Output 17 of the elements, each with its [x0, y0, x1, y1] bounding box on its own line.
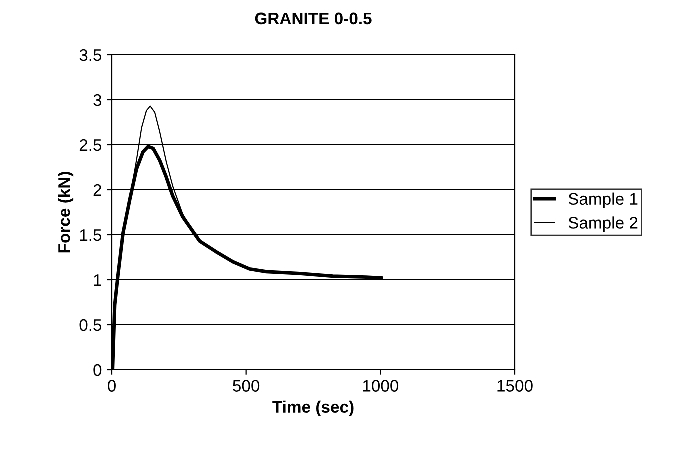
chart-title: GRANITE 0-0.5 [255, 12, 372, 25]
y-tick-label: 2 [94, 184, 102, 196]
x-tick-label: 0 [108, 380, 116, 392]
y-tick-label: 0 [94, 364, 102, 376]
x-tick-label: 1500 [498, 380, 533, 392]
legend-label: Sample 2 [568, 216, 638, 232]
x-tick-label: 500 [233, 380, 260, 392]
y-tick-label: 1 [94, 274, 102, 286]
legend-label: Sample 1 [568, 192, 638, 208]
y-tick-label: 1.5 [80, 230, 102, 242]
y-axis-title: Force (kN) [58, 172, 74, 253]
x-axis-title: Time (sec) [272, 400, 354, 416]
y-tick-label: 3 [94, 94, 102, 106]
y-tick-label: 0.5 [80, 319, 102, 332]
y-tick-label: 3.5 [80, 49, 102, 62]
y-tick-label: 2.5 [80, 139, 102, 152]
x-tick-label: 1000 [363, 380, 399, 392]
